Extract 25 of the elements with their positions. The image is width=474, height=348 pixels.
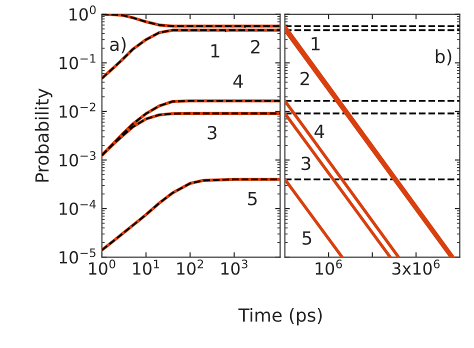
annotation: 3	[208, 126, 216, 140]
x-tick-label: 10$^{6}$	[316, 260, 342, 275]
annotation: 2	[300, 72, 309, 86]
x-tick-label: 3x10$^{6}$	[392, 260, 440, 275]
y-axis-title: Probability	[34, 88, 52, 182]
annotation: 5	[302, 231, 312, 245]
annotation: 1	[312, 37, 320, 50]
y-tick-label: 10$^{−3}$	[60, 151, 96, 166]
annotation: 5	[248, 192, 257, 206]
y-tick-label: 10$^{−4}$	[60, 200, 96, 216]
y-tick-label: 10$^{−1}$	[60, 54, 96, 70]
x-axis-title: Time (ps)	[238, 308, 322, 326]
annotation: 4	[314, 124, 324, 138]
y-tick-label: 10$^{0}$	[70, 5, 96, 21]
x-tick-label: 10$^{3}$	[221, 260, 248, 275]
x-tick-label: 10$^{1}$	[133, 260, 160, 275]
annotation: a)	[110, 37, 126, 54]
x-tick-label: 10$^{2}$	[177, 260, 204, 275]
annotation: 1	[211, 44, 220, 58]
x-tick-label: 10$^{0}$	[89, 260, 116, 275]
annotation: 3	[302, 156, 310, 170]
annotation: 4	[233, 74, 243, 88]
annotation: b)	[436, 49, 452, 66]
annotation: 2	[251, 40, 260, 54]
y-tick-label: 10$^{−2}$	[60, 102, 96, 118]
